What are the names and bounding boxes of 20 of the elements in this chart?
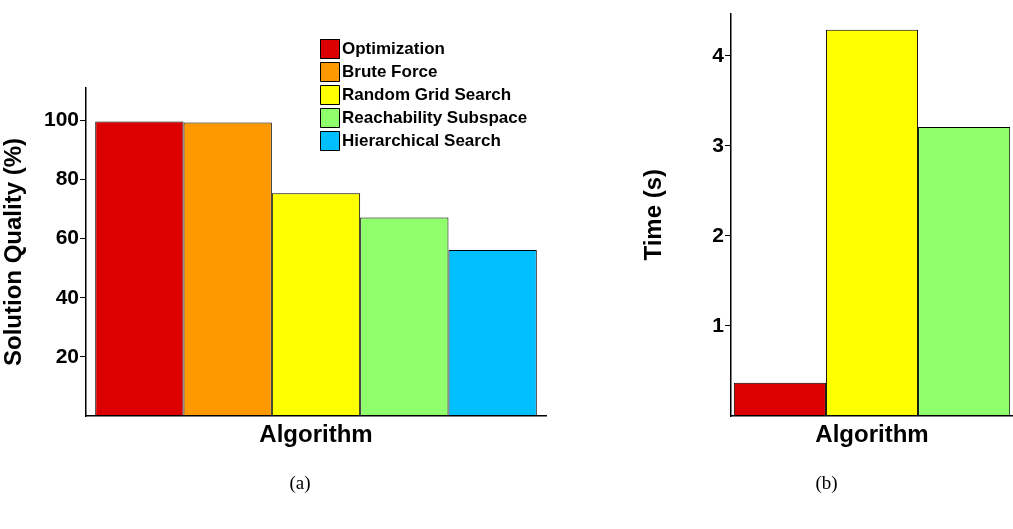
y-tick-label: 20 [55, 343, 79, 367]
legend-label: Optimization [342, 38, 445, 58]
legend-label: Hierarchical Search [342, 130, 501, 150]
x-axis-title: Algorithm [815, 420, 929, 448]
y-tick-label: 100 [43, 107, 79, 131]
y-tick-label: 2 [712, 222, 724, 246]
x-axis-title: Algorithm [259, 420, 373, 448]
text: (b) [814, 472, 839, 494]
text: (a) [288, 472, 312, 494]
y-axis-title: Time (s) [639, 169, 667, 261]
y-tick-label: 3 [712, 132, 724, 156]
y-tick-label: 60 [55, 225, 79, 249]
y-tick-label: 40 [55, 284, 79, 308]
y-tick-label: 80 [55, 166, 79, 190]
legend-label: Reachability Subspace [342, 107, 528, 127]
legend-label: Brute Force [342, 61, 438, 81]
y-tick-label: 4 [712, 42, 725, 66]
legend-label: Random Grid Search [342, 84, 512, 104]
y-axis-title: Solution Quality (%) [0, 138, 27, 366]
y-tick-label: 1 [712, 312, 725, 336]
